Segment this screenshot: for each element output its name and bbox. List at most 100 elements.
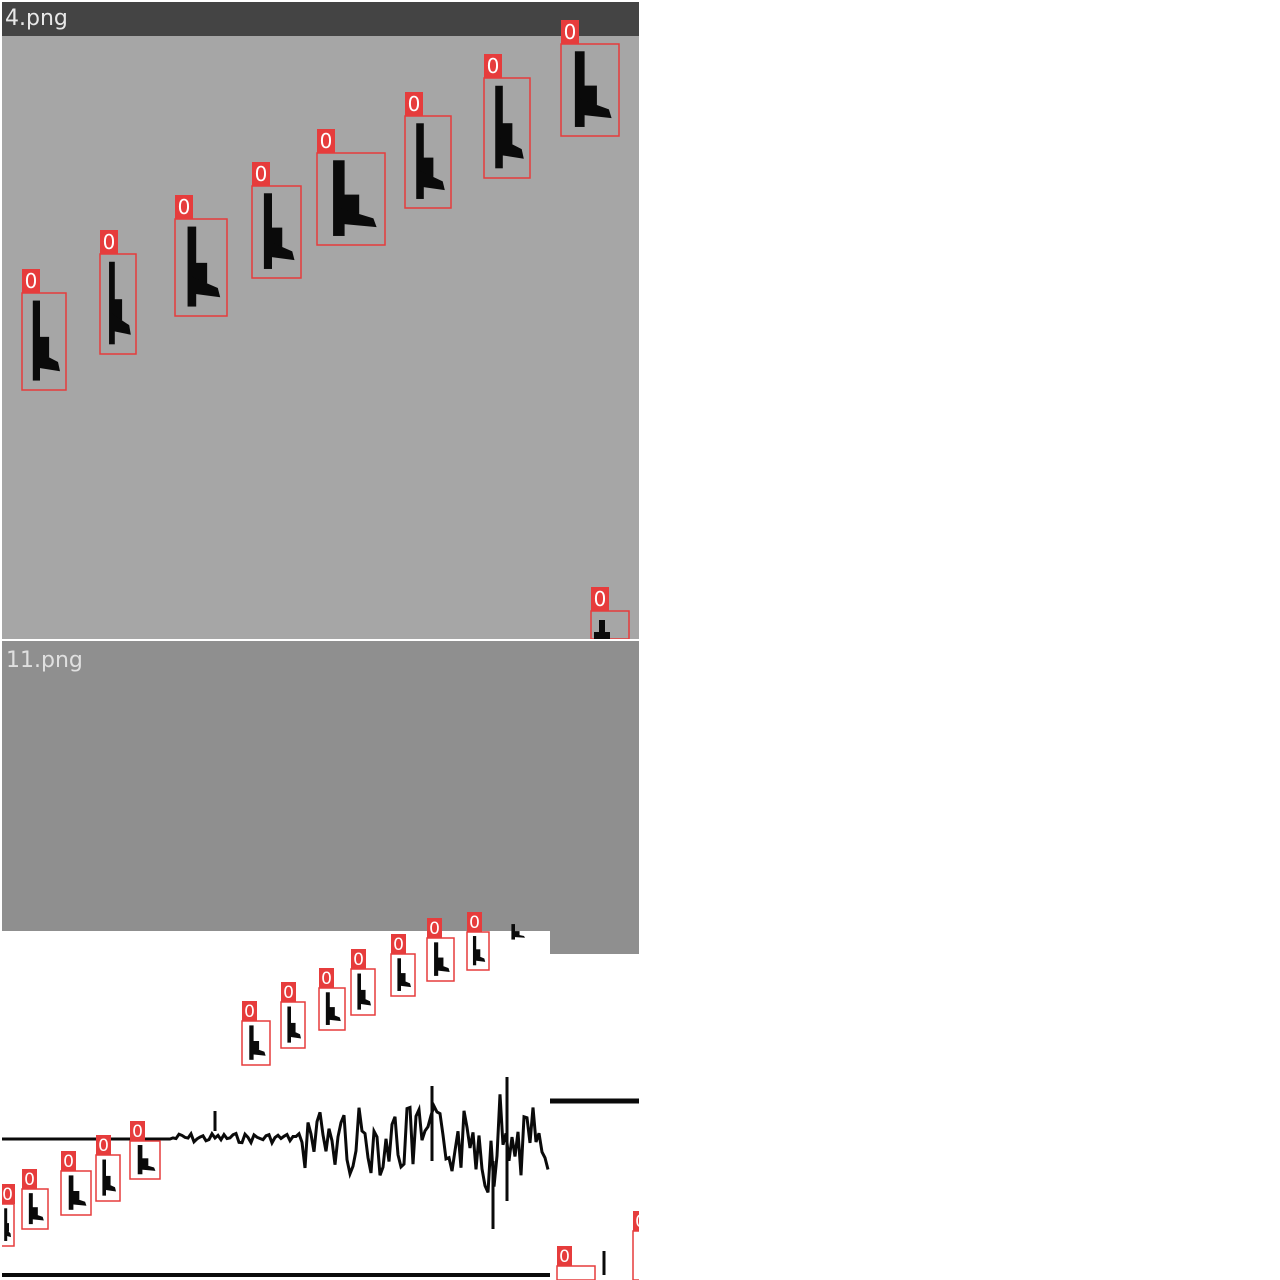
detection-8: 0: [95, 1135, 121, 1202]
detection-4: 0: [390, 934, 416, 997]
class-label-bg: [252, 162, 270, 186]
object-silhouette: [187, 226, 221, 307]
detection-13: 0: [632, 1211, 639, 1280]
detection-12: 0: [556, 1246, 596, 1280]
bounding-box: [251, 185, 302, 279]
object-silhouette: [357, 973, 371, 1010]
class-label-bg: [557, 1246, 572, 1266]
signal-waveform: [2, 1094, 550, 1194]
detection-1: 0: [280, 982, 306, 1049]
tile-title: 11.png: [6, 648, 83, 673]
class-label-bg: [391, 934, 406, 954]
class-label: 0: [353, 950, 364, 970]
bounding-box: [590, 610, 630, 639]
class-label: 0: [255, 162, 268, 186]
class-label-bg: [633, 1211, 639, 1231]
detection-2: 0: [318, 968, 346, 1031]
detection-3: 0: [251, 162, 302, 279]
class-label: 0: [469, 913, 480, 933]
class-label-bg: [591, 587, 609, 611]
class-label: 0: [408, 92, 421, 116]
gray-background: [2, 641, 639, 931]
class-label: 0: [429, 919, 440, 939]
class-label-bg: [22, 269, 40, 293]
object-silhouette: [511, 924, 525, 940]
detection-3: 0: [350, 949, 376, 1016]
class-label-bg: [484, 54, 502, 78]
class-label: 0: [98, 1136, 109, 1156]
class-label-bg: [561, 20, 579, 44]
class-label-bg: [96, 1135, 111, 1155]
object-silhouette: [4, 1208, 11, 1241]
bounding-box: [632, 1230, 639, 1280]
object-silhouette: [397, 958, 411, 991]
object-silhouette: [333, 160, 377, 236]
class-label-bg: [319, 968, 334, 988]
detection-layer-bottom: 00000000000000: [2, 912, 639, 1280]
class-label: 0: [244, 1002, 255, 1022]
image-tile-4: 4.png 0 0 0 0 0 0 0 0 0: [2, 2, 639, 639]
detection-5: 0: [426, 918, 455, 982]
object-silhouette: [287, 1006, 301, 1043]
object-silhouette: [495, 85, 524, 169]
tile-title: 4.png: [5, 6, 68, 31]
object-silhouette: [325, 992, 341, 1025]
detection-8: 0: [590, 587, 630, 639]
object-silhouette: [137, 1145, 156, 1175]
bounding-box: [483, 77, 531, 179]
detection-11: 0: [2, 1184, 15, 1247]
class-label-bg: [351, 949, 366, 969]
object-silhouette: [249, 1025, 266, 1060]
class-label: 0: [178, 195, 191, 219]
class-label-bg: [61, 1151, 76, 1171]
class-label: 0: [2, 1185, 13, 1205]
class-label: 0: [283, 983, 294, 1003]
class-label: 0: [103, 230, 116, 254]
bounding-box: [316, 152, 386, 246]
class-label-bg: [405, 92, 423, 116]
detection-0: 0: [21, 269, 67, 391]
class-label: 0: [24, 1170, 35, 1190]
object-silhouette: [263, 193, 295, 269]
detection-7: 0: [129, 1121, 161, 1180]
detection-10: 0: [21, 1169, 49, 1230]
object-silhouette: [32, 300, 60, 381]
detection-4: 0: [316, 129, 386, 246]
class-label-bg: [22, 1169, 37, 1189]
detection-6: 0: [483, 54, 531, 179]
class-label-bg: [427, 918, 442, 938]
object-silhouette: [102, 1159, 116, 1196]
bounding-box: [174, 218, 228, 317]
class-label-bg: [100, 230, 118, 254]
object-silhouette: [594, 632, 610, 639]
class-label: 0: [25, 269, 38, 293]
bounding-box: [556, 1265, 596, 1280]
detection-5: 0: [404, 92, 452, 209]
class-label: 0: [320, 129, 333, 153]
detection-7: 0: [560, 20, 620, 137]
object-silhouette: [472, 936, 486, 966]
class-label-bg: [130, 1121, 145, 1141]
object-silhouette: [416, 123, 445, 199]
class-label-bg: [317, 129, 335, 153]
object-silhouette: [28, 1193, 44, 1225]
class-label-bg: [175, 195, 193, 219]
object-silhouette: [109, 261, 131, 345]
class-label-bg: [2, 1184, 15, 1204]
object-silhouette: [434, 942, 450, 976]
class-label: 0: [564, 20, 577, 44]
class-label: 0: [63, 1152, 74, 1172]
bounding-box: [404, 115, 452, 209]
class-label: 0: [635, 1212, 639, 1232]
class-label-bg: [242, 1001, 257, 1021]
class-label: 0: [132, 1122, 143, 1142]
class-label: 0: [393, 935, 404, 955]
class-label: 0: [594, 587, 607, 611]
class-label: 0: [487, 54, 500, 78]
detection-layer-top: 0 0 0 0 0 0 0 0 0: [21, 20, 630, 639]
class-label-bg: [467, 912, 482, 932]
class-label: 0: [321, 969, 332, 989]
object-silhouette: [68, 1175, 87, 1210]
gray-background-notch: [550, 931, 639, 954]
detection-0: 0: [241, 1001, 271, 1066]
